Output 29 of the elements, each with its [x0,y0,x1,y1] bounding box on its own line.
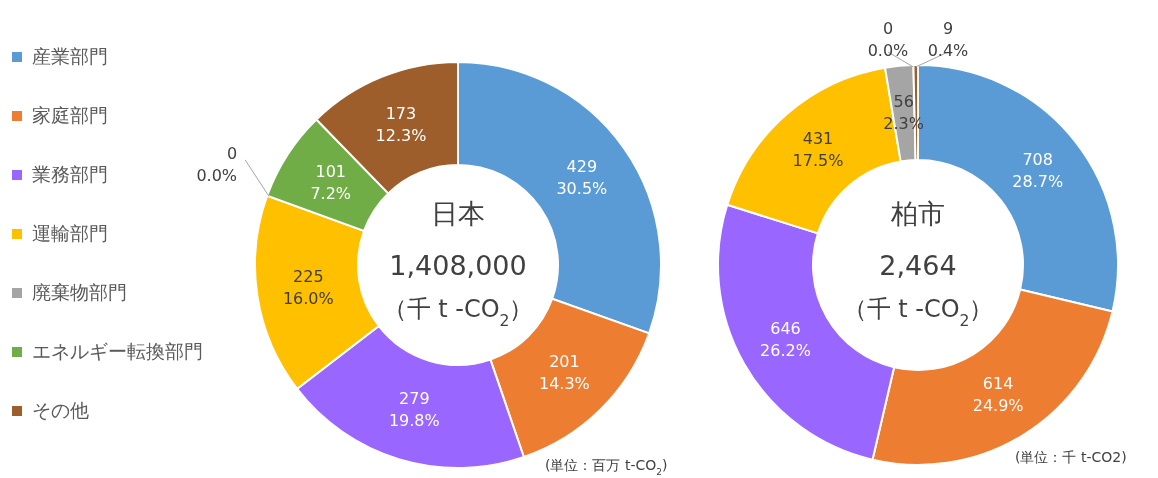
legend-label: 業務部門 [32,162,108,185]
data-label: 173 12.3% [375,103,427,145]
data-label: 225 16.0% [282,266,334,308]
text: 1,408,000 [389,250,527,281]
data-label: 56 2.3% [883,91,924,133]
data-label: 201 14.3% [538,351,590,393]
text: （千 t -CO$_{2}$） [382,295,534,330]
data-label: 708 28.7% [1012,149,1064,191]
legend-label: 産業部門 [32,44,108,67]
data-label: 9 0.4% [927,18,969,60]
data-label: 646 26.2% [760,318,811,360]
data-label: 429 30.5% [556,156,608,198]
text: (単位：千 t-CO2) [1015,449,1127,465]
data-label: 279 19.8% [388,388,440,430]
data-label: 101 7.2% [310,161,352,203]
text: 2,464 [879,250,957,281]
text: 柏市 [890,198,945,229]
text: (単位：百万 t-CO$_{2}$) [545,457,668,477]
legend-label: 家庭部門 [32,103,108,126]
legend-label: その他 [32,398,89,421]
legend-label: 廃棄物部門 [32,280,127,303]
text: 0 0.0% [867,18,909,60]
legend-label: エネルギー転換部門 [32,339,203,362]
text: 0 0.0% [196,143,238,185]
legend-label: 運輸部門 [32,221,108,244]
data-label: 614 24.9% [972,373,1024,415]
text: 日本 [431,198,485,229]
data-label: 431 17.5% [792,128,844,170]
text: （千 t -CO$_{2}$） [842,295,994,330]
